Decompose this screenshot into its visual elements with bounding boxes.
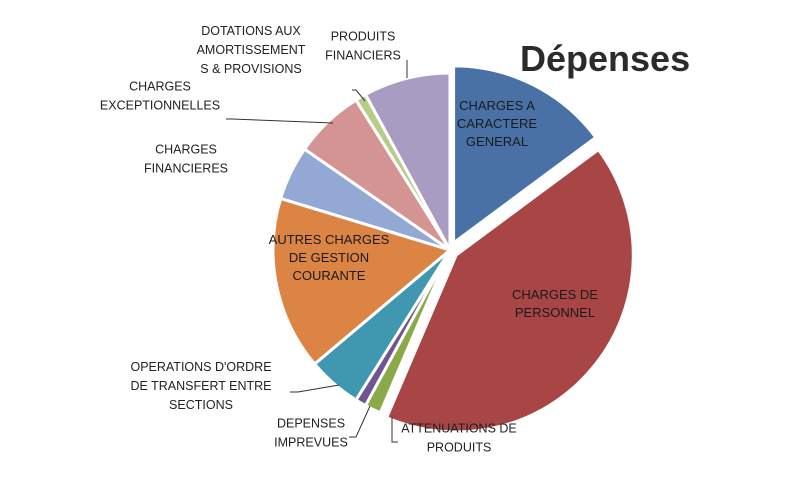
leader-line-8 [226, 118, 334, 124]
slice-label-5-line-2: DE TRANSFERT ENTRE [131, 379, 272, 393]
slice-label-7-line-1: CHARGES [155, 143, 217, 157]
slice-label-7-line-2: FINANCIERES [144, 162, 228, 176]
slice-label-4-line-1: DEPENSES [277, 417, 345, 431]
slice-label-8-line-1: CHARGES [129, 80, 191, 94]
slice-label-6-line-2: DE GESTION [289, 250, 369, 265]
slice-label-6-line-1: AUTRES CHARGES [269, 232, 390, 247]
slice-label-8-line-2: EXCEPTIONNELLES [100, 99, 220, 113]
pie-slice-2 [385, 148, 635, 434]
slice-label-9-line-3: S & PROVISIONS [200, 62, 301, 76]
slice-label-5-line-1: OPERATIONS D'ORDRE [130, 360, 271, 374]
slice-label-9-line-2: AMORTISSEMENT [197, 43, 306, 57]
slice-label-3-line-2: PRODUITS [427, 441, 492, 455]
pie-slices [271, 64, 635, 434]
slice-label-5-line-3: SECTIONS [169, 398, 233, 412]
leader-line-4 [349, 405, 371, 438]
slice-label-9: DOTATIONS AUX AMORTISSEMENT S & PROVISIONS [197, 24, 306, 76]
leader-line-3 [391, 417, 398, 443]
pie-slice-1 [452, 64, 598, 245]
slice-label-6-line-3: COURANTE [293, 268, 366, 283]
slice-label-2-line-1: CHARGES DE [512, 287, 598, 302]
slice-label-4-line-2: IMPREVUES [274, 436, 348, 450]
slice-label-5: OPERATIONS D'ORDRE DE TRANSFERT ENTRE SECT… [130, 360, 271, 412]
slice-label-1-line-2: CARACTERE [457, 116, 538, 131]
slice-labels: CHARGES A CARACTERE GENERAL CHARGES DE PERSO… [100, 24, 598, 455]
slice-label-4: DEPENSES IMPREVUES [274, 417, 348, 450]
slice-label-9-line-1: DOTATIONS AUX [201, 24, 301, 38]
slice-label-1: CHARGES A CARACTERE GENERAL [457, 98, 538, 149]
leader-lines [226, 60, 408, 443]
slice-label-3: ATTENUATIONS DE PRODUITS [401, 422, 517, 455]
slice-label-10-line-1: PRODUITS [331, 30, 396, 44]
pie-slice-6 [271, 196, 452, 366]
slice-label-2-line-2: PERSONNEL [515, 305, 595, 320]
leader-line-5 [290, 384, 340, 393]
slice-label-10-line-2: FINANCIERS [325, 49, 401, 63]
slice-label-1-line-1: CHARGES A [459, 98, 535, 113]
slice-label-2: CHARGES DE PERSONNEL [512, 287, 598, 320]
pie-slice-10 [364, 71, 452, 252]
slice-label-7: CHARGES FINANCIERES [144, 143, 228, 176]
slice-label-10: PRODUITS FINANCIERS [325, 30, 401, 63]
leader-line-9 [352, 89, 366, 102]
slice-label-3-line-1: ATTENUATIONS DE [401, 422, 517, 436]
slice-label-6: AUTRES CHARGES DE GESTION COURANTE [269, 232, 390, 283]
slice-label-8: CHARGES EXCEPTIONNELLES [100, 80, 220, 113]
chart-title: Dépenses [520, 38, 691, 79]
slice-label-1-line-3: GENERAL [466, 134, 528, 149]
